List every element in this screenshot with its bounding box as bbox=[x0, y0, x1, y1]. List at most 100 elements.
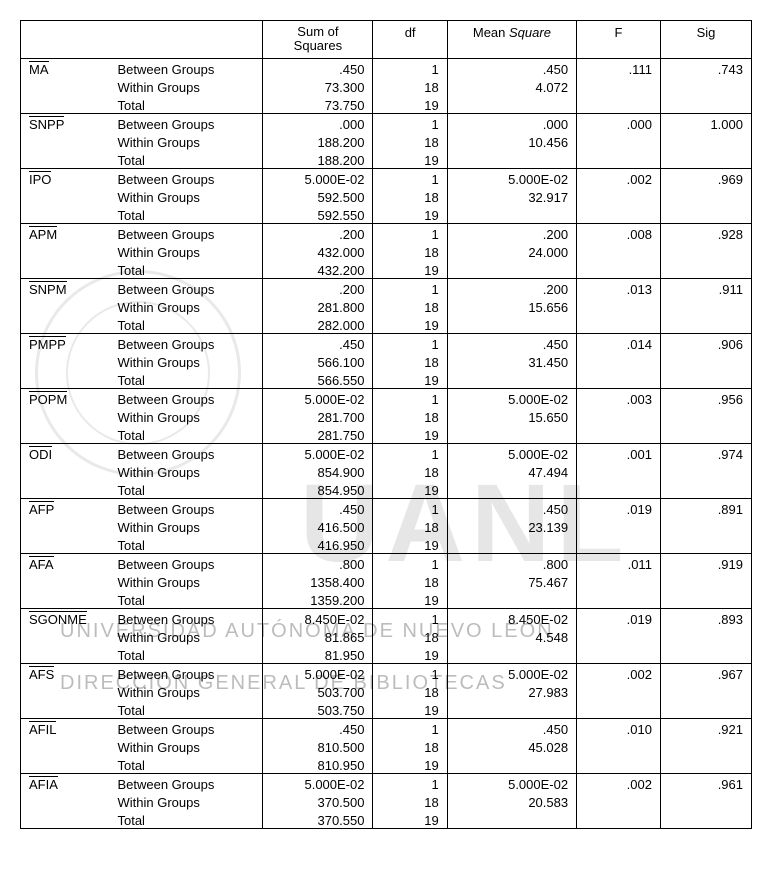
variable-cell: SNPP bbox=[21, 113, 110, 132]
table-row: PMPPBetween Groups.4501.450.014.906 bbox=[21, 333, 752, 352]
variable-label: IPO bbox=[29, 172, 51, 187]
df-cell: 18 bbox=[373, 517, 447, 535]
variable-cell bbox=[21, 205, 110, 224]
variable-cell bbox=[21, 645, 110, 664]
sig-cell: .919 bbox=[660, 553, 751, 572]
variable-cell bbox=[21, 627, 110, 645]
ms-cell: 4.072 bbox=[447, 77, 576, 95]
sos-cell: 73.300 bbox=[263, 77, 373, 95]
source-cell: Total bbox=[109, 755, 262, 774]
source-cell: Within Groups bbox=[109, 572, 262, 590]
source-cell: Between Groups bbox=[109, 168, 262, 187]
f-cell: .000 bbox=[577, 113, 661, 132]
source-cell: Total bbox=[109, 590, 262, 609]
variable-cell: SNPM bbox=[21, 278, 110, 297]
ms-cell bbox=[447, 590, 576, 609]
ms-cell: 47.494 bbox=[447, 462, 576, 480]
ms-cell: 10.456 bbox=[447, 132, 576, 150]
sig-cell: .891 bbox=[660, 498, 751, 517]
source-cell: Within Groups bbox=[109, 737, 262, 755]
f-cell bbox=[577, 700, 661, 719]
sos-cell: 810.500 bbox=[263, 737, 373, 755]
sos-cell: 5.000E-02 bbox=[263, 168, 373, 187]
source-cell: Within Groups bbox=[109, 407, 262, 425]
ms-cell: 45.028 bbox=[447, 737, 576, 755]
source-cell: Total bbox=[109, 95, 262, 114]
sig-cell bbox=[660, 755, 751, 774]
sig-cell: 1.000 bbox=[660, 113, 751, 132]
df-cell: 1 bbox=[373, 553, 447, 572]
source-cell: Total bbox=[109, 645, 262, 664]
df-cell: 19 bbox=[373, 645, 447, 664]
variable-label: SGONME bbox=[29, 612, 87, 627]
sig-cell bbox=[660, 700, 751, 719]
variable-cell bbox=[21, 95, 110, 114]
variable-label: POPM bbox=[29, 392, 67, 407]
f-cell bbox=[577, 755, 661, 774]
f-cell bbox=[577, 535, 661, 554]
variable-cell bbox=[21, 535, 110, 554]
ms-cell: 5.000E-02 bbox=[447, 443, 576, 462]
sos-cell: 592.500 bbox=[263, 187, 373, 205]
table-row: AFPBetween Groups.4501.450.019.891 bbox=[21, 498, 752, 517]
sos-cell: .450 bbox=[263, 498, 373, 517]
sos-cell: 73.750 bbox=[263, 95, 373, 114]
f-cell: .002 bbox=[577, 168, 661, 187]
source-cell: Between Groups bbox=[109, 113, 262, 132]
sig-cell: .921 bbox=[660, 718, 751, 737]
sos-cell: 1358.400 bbox=[263, 572, 373, 590]
table-row: Within Groups854.9001847.494 bbox=[21, 462, 752, 480]
table-row: Within Groups503.7001827.983 bbox=[21, 682, 752, 700]
sos-cell: 592.550 bbox=[263, 205, 373, 224]
sos-cell: .800 bbox=[263, 553, 373, 572]
source-cell: Between Groups bbox=[109, 663, 262, 682]
f-cell bbox=[577, 187, 661, 205]
variable-cell bbox=[21, 370, 110, 389]
source-cell: Within Groups bbox=[109, 627, 262, 645]
df-cell: 1 bbox=[373, 223, 447, 242]
source-cell: Total bbox=[109, 535, 262, 554]
df-cell: 1 bbox=[373, 388, 447, 407]
sig-cell bbox=[660, 737, 751, 755]
ms-cell: 20.583 bbox=[447, 792, 576, 810]
sos-cell: 188.200 bbox=[263, 150, 373, 169]
f-cell: .014 bbox=[577, 333, 661, 352]
source-cell: Between Groups bbox=[109, 443, 262, 462]
df-cell: 18 bbox=[373, 132, 447, 150]
variable-cell bbox=[21, 407, 110, 425]
source-cell: Between Groups bbox=[109, 58, 262, 77]
df-cell: 1 bbox=[373, 333, 447, 352]
source-cell: Total bbox=[109, 315, 262, 334]
sig-cell bbox=[660, 682, 751, 700]
sig-cell bbox=[660, 352, 751, 370]
sos-cell: 370.500 bbox=[263, 792, 373, 810]
sig-cell: .893 bbox=[660, 608, 751, 627]
sig-cell: .974 bbox=[660, 443, 751, 462]
sig-cell bbox=[660, 572, 751, 590]
f-cell bbox=[577, 792, 661, 810]
f-cell: .008 bbox=[577, 223, 661, 242]
sos-cell: 854.900 bbox=[263, 462, 373, 480]
variable-cell bbox=[21, 572, 110, 590]
sos-cell: 503.750 bbox=[263, 700, 373, 719]
header-f: F bbox=[577, 21, 661, 59]
variable-cell bbox=[21, 425, 110, 444]
variable-cell: AFP bbox=[21, 498, 110, 517]
sos-cell: 282.000 bbox=[263, 315, 373, 334]
table-row: Total854.95019 bbox=[21, 480, 752, 499]
table-row: Within Groups81.865184.548 bbox=[21, 627, 752, 645]
ms-cell bbox=[447, 700, 576, 719]
table-row: IPOBetween Groups5.000E-0215.000E-02.002… bbox=[21, 168, 752, 187]
variable-cell bbox=[21, 462, 110, 480]
f-cell bbox=[577, 480, 661, 499]
f-cell bbox=[577, 517, 661, 535]
sig-cell bbox=[660, 242, 751, 260]
source-cell: Within Groups bbox=[109, 77, 262, 95]
f-cell bbox=[577, 572, 661, 590]
sos-cell: 854.950 bbox=[263, 480, 373, 499]
source-cell: Between Groups bbox=[109, 718, 262, 737]
sig-cell bbox=[660, 95, 751, 114]
sos-cell: 566.550 bbox=[263, 370, 373, 389]
header-sos: Sum of Squares bbox=[263, 21, 373, 59]
ms-cell: .450 bbox=[447, 498, 576, 517]
